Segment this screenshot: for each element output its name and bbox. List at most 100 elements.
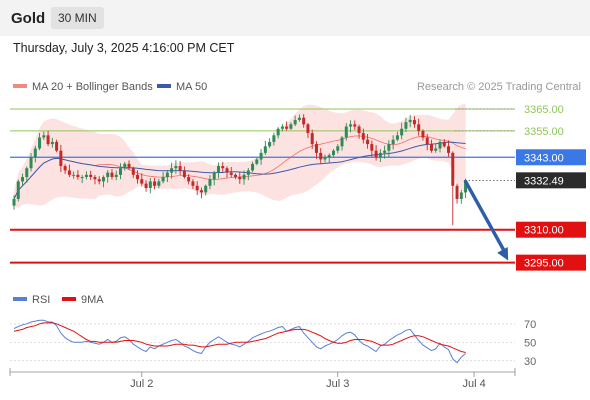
candle-body bbox=[464, 181, 468, 193]
last-price-marker: 3332.49 bbox=[455, 108, 586, 189]
candle bbox=[93, 174, 97, 185]
x-tick-label-2: Jul 4 bbox=[462, 378, 485, 390]
candle bbox=[314, 141, 318, 159]
candle-body bbox=[263, 146, 267, 153]
candle-body bbox=[280, 126, 284, 129]
candle bbox=[447, 140, 451, 157]
candle-body bbox=[97, 179, 101, 182]
candle-body bbox=[387, 144, 391, 151]
rsi-tick-70: 70 bbox=[524, 319, 536, 331]
candle bbox=[276, 127, 280, 139]
candle-body bbox=[361, 133, 365, 140]
candle-body bbox=[404, 122, 408, 129]
candle-body bbox=[182, 170, 186, 178]
candle bbox=[25, 166, 29, 183]
candle bbox=[357, 124, 361, 139]
candle-body bbox=[451, 152, 455, 186]
candle bbox=[285, 121, 289, 131]
candle bbox=[332, 148, 335, 157]
candle bbox=[89, 170, 93, 180]
candle bbox=[212, 170, 216, 186]
candle bbox=[353, 120, 357, 130]
level-label-bg-3 bbox=[516, 221, 586, 238]
candle bbox=[144, 180, 148, 192]
candle-body bbox=[272, 135, 276, 142]
candle bbox=[178, 161, 182, 175]
candle bbox=[195, 181, 199, 196]
legend-swatch-ma20 bbox=[13, 84, 27, 88]
x-axis: Jul 2 Jul 3 Jul 4 bbox=[9, 368, 516, 390]
candle bbox=[29, 153, 33, 172]
candle bbox=[42, 131, 46, 140]
candle bbox=[259, 148, 263, 165]
candle bbox=[383, 145, 387, 159]
candle-body bbox=[340, 137, 344, 147]
candle bbox=[127, 160, 131, 170]
candle bbox=[451, 151, 455, 226]
candle-body bbox=[349, 124, 353, 127]
candle-body bbox=[140, 179, 144, 184]
candle bbox=[80, 174, 84, 184]
candle-body bbox=[21, 177, 25, 182]
candle-body bbox=[101, 177, 105, 182]
candle bbox=[434, 143, 438, 153]
candle-body bbox=[408, 119, 412, 123]
candle-body bbox=[268, 141, 272, 147]
candle bbox=[438, 139, 442, 153]
candle bbox=[455, 183, 459, 204]
candle bbox=[234, 173, 238, 180]
candle-body bbox=[216, 166, 220, 173]
ma50-line bbox=[13, 141, 466, 200]
candle bbox=[33, 145, 37, 163]
candle-body bbox=[136, 174, 140, 180]
candle-body bbox=[84, 174, 88, 178]
candle bbox=[76, 170, 80, 180]
candle bbox=[106, 170, 110, 183]
candle-body bbox=[114, 174, 118, 178]
rsi-legend: RSI 9MA bbox=[13, 294, 104, 306]
candle-body bbox=[344, 126, 348, 138]
candle-body bbox=[144, 183, 148, 188]
candle bbox=[429, 139, 433, 153]
candle-body bbox=[16, 181, 20, 199]
candle-body bbox=[191, 181, 195, 186]
candle bbox=[182, 166, 186, 179]
candle-body bbox=[332, 150, 335, 156]
candle bbox=[174, 160, 178, 174]
candle-body bbox=[89, 174, 93, 178]
candle bbox=[378, 149, 382, 162]
candle bbox=[370, 140, 374, 157]
candle-body bbox=[323, 157, 327, 160]
candle-body bbox=[302, 117, 306, 125]
candle bbox=[46, 130, 50, 147]
candle-body bbox=[314, 144, 318, 153]
candle-body bbox=[33, 148, 37, 158]
candle-body bbox=[72, 174, 76, 176]
candle bbox=[72, 171, 76, 179]
candles bbox=[12, 114, 468, 226]
candle bbox=[251, 161, 255, 172]
timeframe-button[interactable]: 30 MIN bbox=[51, 7, 104, 29]
main-legend: MA 20 + Bollinger Bands MA 50 Research ©… bbox=[13, 81, 581, 93]
forecast-arrow-shaft bbox=[463, 179, 508, 257]
candle bbox=[114, 170, 118, 181]
candle bbox=[302, 114, 306, 128]
candle bbox=[242, 170, 246, 185]
candle bbox=[344, 123, 348, 141]
rsi-ma-line bbox=[13, 322, 466, 353]
candle bbox=[459, 189, 463, 204]
candle-body bbox=[46, 135, 50, 145]
candle-body bbox=[29, 157, 33, 169]
candle bbox=[366, 134, 370, 149]
candle bbox=[425, 133, 429, 151]
legend-swatch-rsi bbox=[13, 297, 27, 301]
candle bbox=[349, 120, 353, 133]
candle bbox=[157, 178, 161, 189]
candle-body bbox=[38, 137, 42, 149]
candle bbox=[21, 173, 25, 186]
candle-body bbox=[366, 139, 370, 145]
rsi-line bbox=[13, 319, 466, 364]
candle bbox=[208, 175, 212, 190]
candle bbox=[306, 122, 310, 139]
